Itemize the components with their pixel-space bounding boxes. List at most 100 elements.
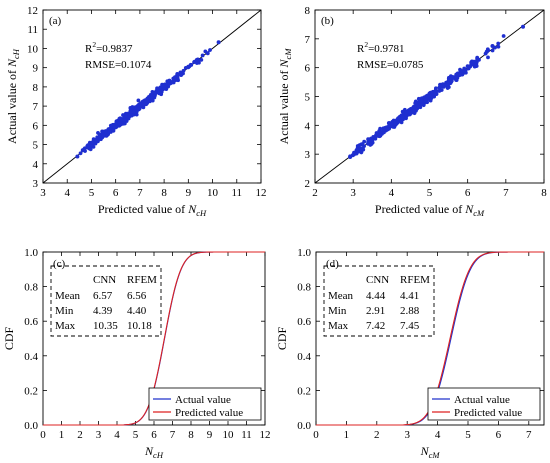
stats-cell: Max	[55, 320, 76, 332]
y-tick-label: 0.4	[24, 351, 38, 363]
scatter-point	[162, 83, 167, 88]
scatter-point	[126, 113, 131, 118]
scatter-point	[490, 44, 495, 49]
stats-cell: Max	[328, 320, 349, 332]
x-tick-label: 1	[344, 429, 350, 441]
x-tick-label: 2	[312, 187, 318, 199]
scatter-point	[75, 154, 80, 159]
scatter-point	[413, 101, 418, 105]
y-tick-label: 1.0	[24, 247, 38, 259]
plot-frame	[315, 251, 545, 426]
scatter-point	[141, 102, 146, 107]
stats-box	[323, 265, 435, 337]
y-tick-label: 0.8	[297, 282, 311, 294]
stats-header: RFEM	[127, 274, 157, 286]
x-axis-var-sub: cH	[196, 208, 207, 218]
x-tick-label: 9	[207, 429, 213, 441]
r-squared-sup: 2	[92, 40, 96, 49]
y-tick-label: 0.6	[24, 316, 38, 328]
stats-cell: 6.56	[127, 290, 147, 302]
scatter-point	[521, 24, 526, 29]
panel-label: (a)	[49, 15, 62, 27]
scatter-point	[103, 129, 108, 134]
scatter-point	[194, 57, 199, 62]
scatter-point	[189, 63, 194, 67]
x-tick-label: 10	[223, 429, 235, 441]
scatter-point	[496, 41, 501, 46]
y-tick-label: 6	[33, 120, 39, 132]
scatter-point	[117, 121, 122, 126]
scatter-point	[148, 96, 153, 101]
scatter-point	[412, 104, 417, 109]
scatter-point	[419, 98, 424, 103]
y-tick-label: 5	[33, 140, 39, 152]
y-axis-var: N	[5, 58, 19, 68]
y-tick-label: 7	[305, 34, 311, 46]
scatter-point	[430, 90, 435, 95]
scatter-point	[179, 72, 184, 77]
scatter-point	[216, 40, 221, 45]
scatter-point	[438, 84, 443, 89]
x-axis-var-sub: cM	[473, 208, 485, 218]
scatter-point	[496, 44, 501, 49]
scatter-point	[490, 48, 495, 53]
scatter-point	[474, 64, 478, 68]
scatter-point	[393, 121, 398, 126]
stats-cell: 10.35	[93, 320, 118, 332]
y-axis-var: N	[277, 58, 291, 68]
scatter-point	[173, 75, 178, 80]
r-squared-prefix: R	[85, 43, 93, 55]
x-tick-label: 5	[465, 429, 471, 441]
chart-panel-3: 0 1 2 3 4 5 6 7 8 9 10 11 120.00.20.40.60.81.0(c)CNN…	[2, 247, 271, 460]
scatter-point	[197, 60, 201, 65]
y-tick-label: 10	[27, 43, 39, 55]
stats-header: CNN	[366, 274, 389, 286]
x-axis-label: NcH	[144, 444, 164, 460]
scatter-point	[122, 117, 127, 122]
r-squared-value: =0.9781	[368, 43, 404, 55]
x-tick-label: 6	[151, 429, 157, 441]
x-tick-label: 7	[137, 187, 143, 199]
legend-label: Actual value	[454, 394, 510, 406]
x-axis-var: N	[187, 202, 197, 216]
y-axis-label: CDF	[2, 327, 16, 351]
y-tick-label: 2	[305, 178, 311, 190]
x-axis-label: Predicted value of NcM	[375, 202, 485, 218]
x-tick-label: 6	[496, 429, 502, 441]
stats-header: RFEM	[400, 274, 430, 286]
y-tick-label: 4	[305, 120, 311, 132]
stats-cell: Mean	[55, 290, 81, 302]
x-tick-label: 0	[313, 429, 319, 441]
r-squared-prefix: R	[357, 43, 365, 55]
legend-box	[427, 387, 541, 421]
scatter-point	[400, 115, 405, 120]
stats-cell: 7.42	[366, 320, 385, 332]
stats-cell: 4.41	[400, 290, 419, 302]
scatter-point	[486, 55, 490, 60]
x-tick-label: 8	[541, 187, 547, 199]
scatter-point	[157, 89, 162, 94]
scatter-point	[101, 133, 106, 138]
scatter-point	[501, 34, 506, 38]
x-tick-label: 5	[427, 187, 433, 199]
y-tick-label: 9	[33, 63, 39, 75]
scatter-point	[355, 144, 360, 148]
x-tick-label: 2	[77, 429, 83, 441]
stats-cell: 10.18	[127, 320, 152, 332]
y-tick-label: 0.4	[297, 351, 311, 363]
x-tick-label: 1	[59, 429, 65, 441]
y-axis-label: Actual value of NcH	[5, 48, 21, 144]
scatter-point	[454, 78, 459, 82]
scatter-point	[366, 139, 371, 144]
y-tick-label: 3	[33, 178, 39, 190]
stats-header: CNN	[93, 274, 116, 286]
stats-cell: Min	[55, 305, 74, 317]
chart-panel-4: 0 1 2 3 4 5 6 7 0.0 0.2 0.4 0.6 0.8 1.0 (d) CNN RFEM Mean…	[275, 247, 545, 460]
scatter-point	[107, 129, 112, 134]
scatter-point	[463, 70, 468, 75]
legend-label: Predicted value	[454, 407, 522, 419]
x-tick-label: 3	[40, 187, 46, 199]
scatter-point	[359, 149, 364, 154]
stats-cell: 4.39	[93, 305, 113, 317]
scatter-point	[136, 106, 141, 111]
